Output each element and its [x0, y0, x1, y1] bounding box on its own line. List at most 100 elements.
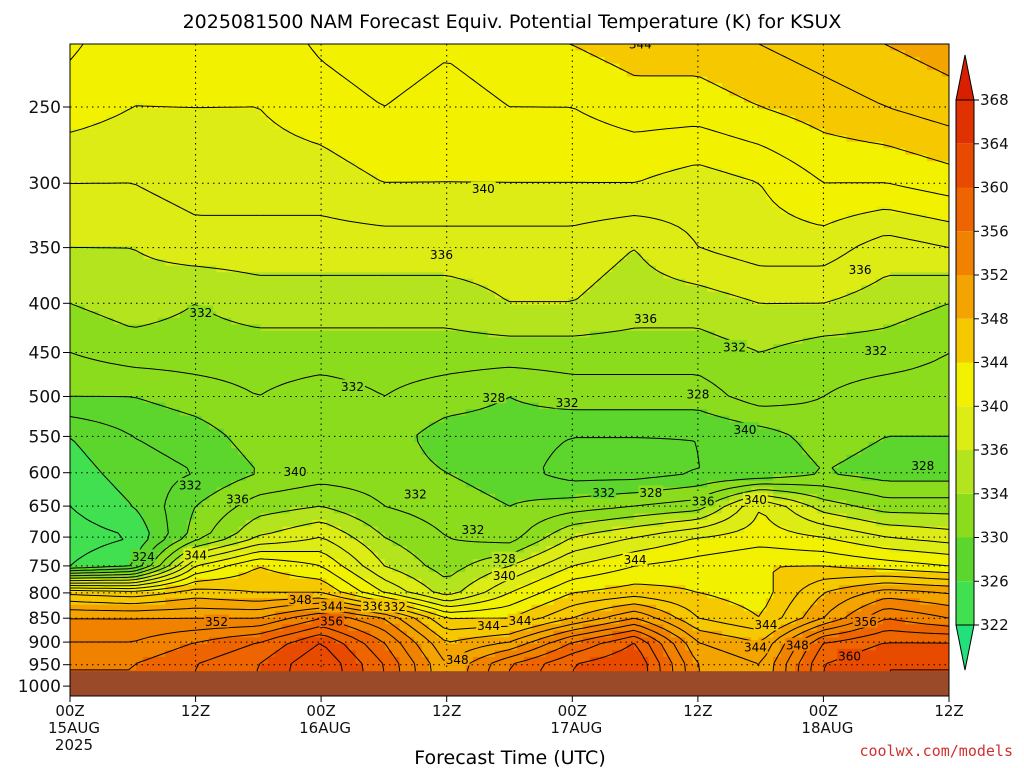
field-cell	[319, 207, 327, 215]
field-cell	[663, 239, 672, 247]
field-cell	[421, 63, 430, 71]
field-cell	[414, 115, 423, 123]
field-cell	[91, 311, 100, 319]
field-cell	[472, 141, 481, 149]
field-cell	[165, 102, 174, 110]
field-cell	[179, 304, 188, 312]
field-cell	[384, 154, 393, 162]
field-cell	[113, 304, 122, 312]
field-cell	[421, 174, 430, 182]
field-cell	[253, 122, 262, 130]
field-cell	[531, 44, 540, 52]
field-cell	[135, 161, 144, 169]
field-cell	[487, 154, 496, 162]
field-cell	[245, 44, 254, 52]
field-cell	[736, 252, 745, 260]
field-cell	[604, 233, 613, 241]
field-cell	[289, 102, 298, 110]
field-cell	[157, 220, 166, 228]
field-cell	[670, 291, 679, 299]
field-cell	[414, 63, 423, 71]
field-cell	[846, 246, 855, 254]
field-cell	[546, 76, 555, 84]
field-cell	[729, 83, 738, 91]
field-cell	[912, 252, 921, 260]
field-cell	[253, 115, 262, 123]
field-cell	[494, 96, 503, 104]
field-cell	[868, 161, 877, 169]
field-cell	[846, 187, 855, 195]
field-cell	[370, 213, 379, 221]
field-cell	[319, 115, 327, 123]
field-cell	[868, 50, 877, 58]
field-cell	[450, 167, 459, 175]
field-cell	[743, 76, 752, 84]
field-cell	[773, 239, 782, 247]
field-cell	[831, 259, 840, 267]
field-cell	[216, 57, 225, 65]
field-cell	[575, 154, 584, 162]
field-cell	[575, 148, 584, 156]
field-cell	[187, 285, 196, 293]
field-cell	[194, 83, 203, 91]
field-cell	[289, 304, 298, 312]
field-cell	[634, 193, 642, 202]
field-cell	[355, 44, 364, 52]
field-cell	[399, 44, 408, 52]
field-cell	[201, 83, 210, 91]
field-cell	[311, 193, 320, 202]
field-cell	[165, 44, 174, 52]
field-cell	[260, 207, 269, 215]
field-cell	[238, 233, 247, 241]
field-cell	[70, 70, 78, 78]
field-cell	[670, 44, 679, 52]
field-cell	[304, 76, 313, 84]
field-cell	[663, 148, 672, 156]
field-cell	[187, 187, 196, 195]
field-cell	[341, 83, 349, 91]
field-cell	[721, 128, 730, 136]
field-cell	[597, 220, 606, 228]
field-cell	[443, 161, 452, 169]
field-cell	[260, 220, 269, 228]
field-cell	[802, 233, 811, 241]
field-cell	[341, 161, 349, 169]
field-cell	[707, 246, 716, 254]
field-cell	[729, 122, 738, 130]
field-cell	[941, 135, 949, 143]
field-cell	[685, 70, 694, 78]
field-cell	[165, 291, 174, 299]
field-cell	[568, 220, 577, 228]
field-cell	[868, 148, 877, 156]
field-cell	[436, 200, 445, 208]
field-cell	[736, 207, 745, 215]
field-cell	[795, 252, 804, 260]
field-cell	[765, 207, 774, 215]
field-cell	[604, 128, 613, 136]
field-cell	[209, 76, 218, 84]
field-cell	[582, 57, 591, 65]
field-cell	[634, 298, 642, 306]
field-cell	[582, 122, 591, 130]
field-cell	[223, 200, 232, 208]
field-cell	[150, 246, 159, 254]
field-cell	[648, 187, 657, 195]
field-cell	[341, 285, 349, 293]
field-cell	[91, 193, 100, 202]
field-cell	[421, 115, 430, 123]
field-cell	[348, 226, 357, 234]
field-cell	[919, 50, 928, 58]
field-cell	[267, 233, 276, 241]
field-cell	[165, 187, 174, 195]
field-cell	[443, 57, 452, 65]
field-cell	[582, 233, 591, 241]
field-cell	[575, 252, 584, 260]
field-cell	[319, 102, 327, 110]
field-cell	[487, 239, 496, 247]
field-cell	[179, 259, 188, 267]
field-cell	[685, 148, 694, 156]
field-cell	[333, 291, 342, 299]
field-cell	[392, 213, 401, 221]
field-cell	[831, 304, 840, 312]
field-cell	[685, 76, 694, 84]
